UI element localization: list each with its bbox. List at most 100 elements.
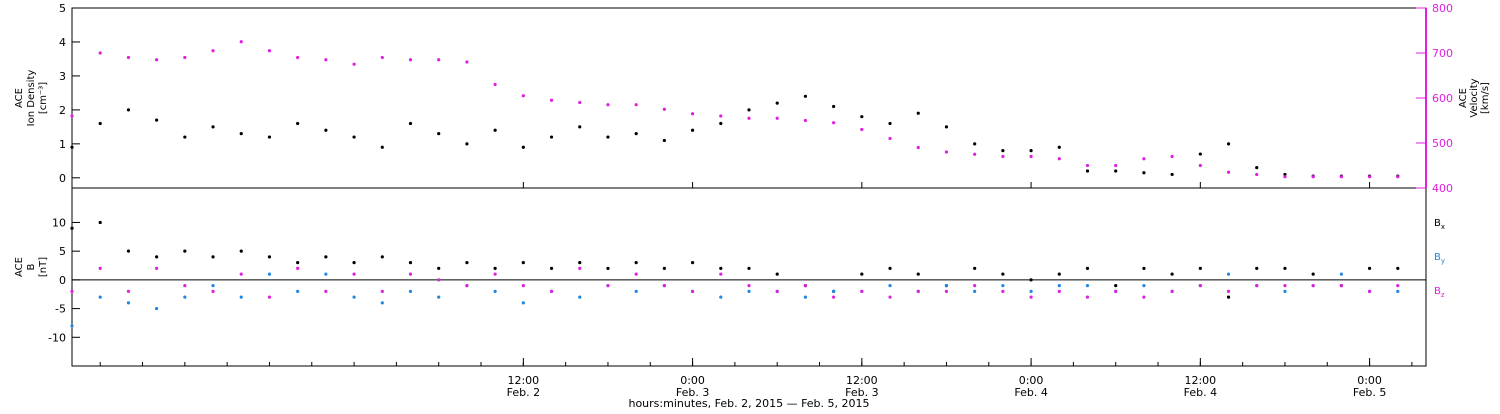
velocity-ytick-label: 600 (1432, 92, 1453, 105)
xtick-date-label: Feb. 5 (1353, 386, 1386, 399)
by-point (324, 272, 328, 276)
field-ytick-label: 10 (52, 216, 66, 229)
by-point (1226, 272, 1231, 276)
density-point (239, 132, 243, 136)
velocity-point (521, 94, 525, 98)
velocity-point (803, 118, 808, 123)
velocity-point (747, 116, 751, 120)
bx-point (493, 266, 497, 270)
density-point (916, 111, 920, 115)
velocity-point (1311, 175, 1315, 179)
by-point (719, 295, 723, 299)
bz-point (296, 266, 300, 270)
xtick-date-label: Feb. 3 (676, 386, 709, 399)
bx-point (916, 272, 920, 276)
bx-point (1396, 266, 1400, 270)
density-point (1142, 171, 1146, 175)
field-panel-frame (71, 187, 1427, 367)
bz-point (747, 284, 751, 288)
xtick-time-label: 12:00 (1184, 374, 1216, 387)
xtick-time-label: 0:00 (680, 374, 705, 387)
by-point (493, 289, 497, 293)
bx-point (324, 255, 328, 259)
by-point (98, 295, 102, 299)
bz-point (98, 266, 102, 270)
bz-point (239, 272, 243, 276)
bz-point (1311, 284, 1315, 288)
bz-point (832, 295, 836, 299)
by-point (944, 284, 949, 288)
xtick-time-label: 12:00 (846, 374, 878, 387)
density-point (493, 128, 497, 132)
bz-point (465, 284, 469, 288)
bx-point (1085, 266, 1090, 270)
bx-point (267, 255, 272, 259)
velocity-point (211, 49, 215, 53)
bz-point (70, 289, 74, 293)
bz-point (1001, 289, 1005, 293)
density-ytick-label: 3 (59, 70, 66, 83)
velocity-point (1114, 163, 1118, 168)
density-point (803, 94, 808, 98)
density-point (549, 135, 554, 139)
bz-point (973, 284, 977, 288)
density-ylabel-line: ACE (14, 88, 25, 108)
bz-point (944, 289, 949, 293)
density-point (155, 118, 159, 122)
density-point (211, 125, 215, 129)
xtick-time-label: 0:00 (1019, 374, 1044, 387)
bz-point (211, 289, 215, 293)
by-point (211, 284, 215, 288)
density-point (775, 101, 779, 105)
bz-point (549, 289, 554, 293)
velocity-point (634, 103, 638, 107)
by-point (1085, 284, 1090, 288)
density-point (521, 145, 525, 149)
bx-point (239, 249, 243, 253)
xtick-date-label: Feb. 4 (1014, 386, 1047, 399)
velocity-point (437, 58, 441, 62)
bz-point (493, 272, 497, 276)
by-point (437, 295, 441, 299)
velocity-point (239, 40, 243, 44)
density-point (747, 108, 751, 112)
bx-point (1029, 278, 1033, 282)
by-point (521, 301, 525, 305)
bx-point (690, 261, 695, 265)
velocity-ytick-label: 800 (1432, 2, 1453, 15)
bx-point (1170, 272, 1174, 276)
bz-point (1367, 289, 1372, 293)
velocity-point (775, 116, 779, 120)
density-point (888, 121, 892, 126)
velocity-ylabel-line: [km/s] (1480, 82, 1491, 114)
bx-point (521, 261, 525, 265)
density-point (408, 121, 413, 126)
bx-point (155, 255, 159, 259)
by-point (352, 295, 356, 299)
velocity-point (296, 55, 300, 60)
by-point (296, 289, 300, 293)
velocity-point (98, 51, 102, 55)
density-point (98, 121, 102, 126)
density-point (1255, 166, 1259, 170)
velocity-point (832, 121, 836, 125)
velocity-point (324, 58, 328, 62)
by-point (973, 289, 977, 293)
bz-point (578, 266, 582, 270)
velocity-point (606, 103, 610, 107)
bz-point (606, 284, 610, 288)
velocity-point (352, 62, 356, 66)
by-point (267, 272, 272, 276)
velocity-point (465, 60, 469, 64)
xtick-date-label: Feb. 4 (1184, 386, 1217, 399)
field-ylabel-line: [nT] (38, 257, 49, 277)
bx-point (408, 261, 413, 265)
density-point (662, 138, 666, 143)
bx-point (860, 272, 864, 276)
by-point (380, 301, 384, 305)
bx-point (1367, 266, 1372, 270)
bx-point (1057, 272, 1061, 276)
bx-point (606, 266, 610, 270)
bz-point (324, 289, 328, 293)
velocity-point (973, 152, 977, 156)
